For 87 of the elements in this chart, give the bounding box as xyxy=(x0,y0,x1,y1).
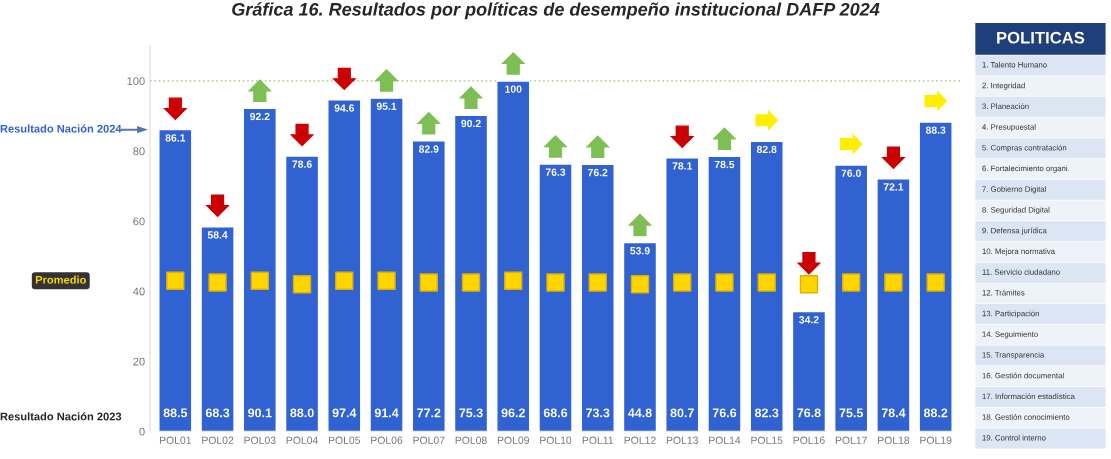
data-label: 58.4 xyxy=(207,231,228,239)
text: Resultado Nación 2024 xyxy=(0,124,122,133)
data-label: 34.2 xyxy=(799,316,819,324)
bar xyxy=(876,178,911,432)
annotation: 44.8 xyxy=(628,408,652,418)
data-label: 76.2 xyxy=(588,168,608,177)
text: POLITICAS xyxy=(997,31,1085,44)
annotation: 97.4 xyxy=(332,408,357,418)
x-tick-label: POL15 xyxy=(751,436,783,444)
bar xyxy=(496,80,531,432)
bar xyxy=(411,140,446,432)
data-label: 78.6 xyxy=(292,160,312,168)
annotation: 88.0 xyxy=(290,408,314,418)
annotation: 80.7 xyxy=(670,408,694,418)
annotation: 77.2 xyxy=(417,408,441,418)
y-tick-label: 20 xyxy=(133,357,145,366)
data-label: 88.3 xyxy=(925,126,946,134)
x-tick-label: POL02 xyxy=(202,436,234,444)
annotation: 75.5 xyxy=(839,408,864,418)
annotation: 88.2 xyxy=(923,408,948,418)
bar xyxy=(580,163,615,432)
y-tick-label: 40 xyxy=(133,287,145,296)
bar xyxy=(200,226,235,432)
x-tick-label: POL01 xyxy=(159,436,192,444)
x-tick-label: POL19 xyxy=(920,436,952,444)
x-tick-label: POL07 xyxy=(413,436,445,444)
x-tick-label: POL05 xyxy=(328,436,361,444)
x-tick-label: POL11 xyxy=(582,436,614,444)
annotation: 73.3 xyxy=(586,408,610,418)
data-label: 94.6 xyxy=(334,104,355,112)
x-tick-label: POL06 xyxy=(371,436,403,444)
annotation: 96.2 xyxy=(501,408,525,418)
bar xyxy=(327,99,362,432)
x-tick-label: POL16 xyxy=(793,436,825,444)
bar xyxy=(158,128,193,432)
annotation: 78.4 xyxy=(881,408,906,418)
bar xyxy=(284,155,320,432)
annotation: 90.1 xyxy=(248,408,272,418)
x-tick-label: POL09 xyxy=(497,436,529,444)
annotation: 76.6 xyxy=(712,408,737,418)
bar xyxy=(791,310,827,432)
bar xyxy=(834,164,869,432)
x-tick-label: POL04 xyxy=(286,436,318,444)
annotation: 82.3 xyxy=(754,408,779,418)
annotation: 68.6 xyxy=(543,408,568,418)
y-tick-label: 60 xyxy=(133,217,145,226)
x-tick-label: POL17 xyxy=(835,436,867,444)
annotation: 88.5 xyxy=(163,408,188,418)
data-label: 78.5 xyxy=(714,160,735,169)
y-tick-label: 80 xyxy=(133,147,145,156)
bar xyxy=(242,107,277,432)
x-tick-label: POL08 xyxy=(455,436,487,444)
data-label: 53.9 xyxy=(630,247,650,255)
chart-title: Gráfica 16. Resultados por políticas de desempeño institucional DAFP 2024 xyxy=(232,2,880,20)
data-label: 72.1 xyxy=(883,183,904,191)
bar xyxy=(453,114,489,432)
data-label: 92.2 xyxy=(250,112,270,121)
annotation: 68.3 xyxy=(205,408,230,418)
data-label: 82.8 xyxy=(756,145,777,154)
annotation: 75.3 xyxy=(459,408,483,418)
bar xyxy=(665,157,700,432)
data-label: 86.1 xyxy=(165,134,186,142)
data-label: 90.2 xyxy=(461,119,481,128)
text: Promedio xyxy=(35,275,86,284)
x-tick-label: POL10 xyxy=(540,436,572,444)
bar xyxy=(538,163,573,432)
bar xyxy=(749,140,784,432)
bar xyxy=(369,97,404,432)
x-tick-label: POL12 xyxy=(624,436,656,444)
annotation: 91.4 xyxy=(374,408,399,418)
data-label: 78.1 xyxy=(672,162,693,170)
data-label: 76.3 xyxy=(545,168,566,176)
y-tick-label: 100 xyxy=(127,77,145,86)
annotation: 76.8 xyxy=(797,408,821,418)
data-label: 95.1 xyxy=(376,102,397,110)
x-tick-label: POL13 xyxy=(666,436,698,444)
data-label: 82.9 xyxy=(418,145,439,153)
bar xyxy=(622,241,658,432)
data-label: 76.0 xyxy=(841,169,861,177)
text: Resultado Nación 2023 xyxy=(0,412,122,421)
bar xyxy=(918,121,953,432)
bar xyxy=(707,155,742,432)
x-tick-label: POL14 xyxy=(709,436,741,444)
x-tick-label: POL03 xyxy=(244,436,276,444)
data-label: 100 xyxy=(505,85,522,93)
x-tick-label: POL18 xyxy=(878,436,910,444)
y-tick-label: 0 xyxy=(139,427,145,436)
